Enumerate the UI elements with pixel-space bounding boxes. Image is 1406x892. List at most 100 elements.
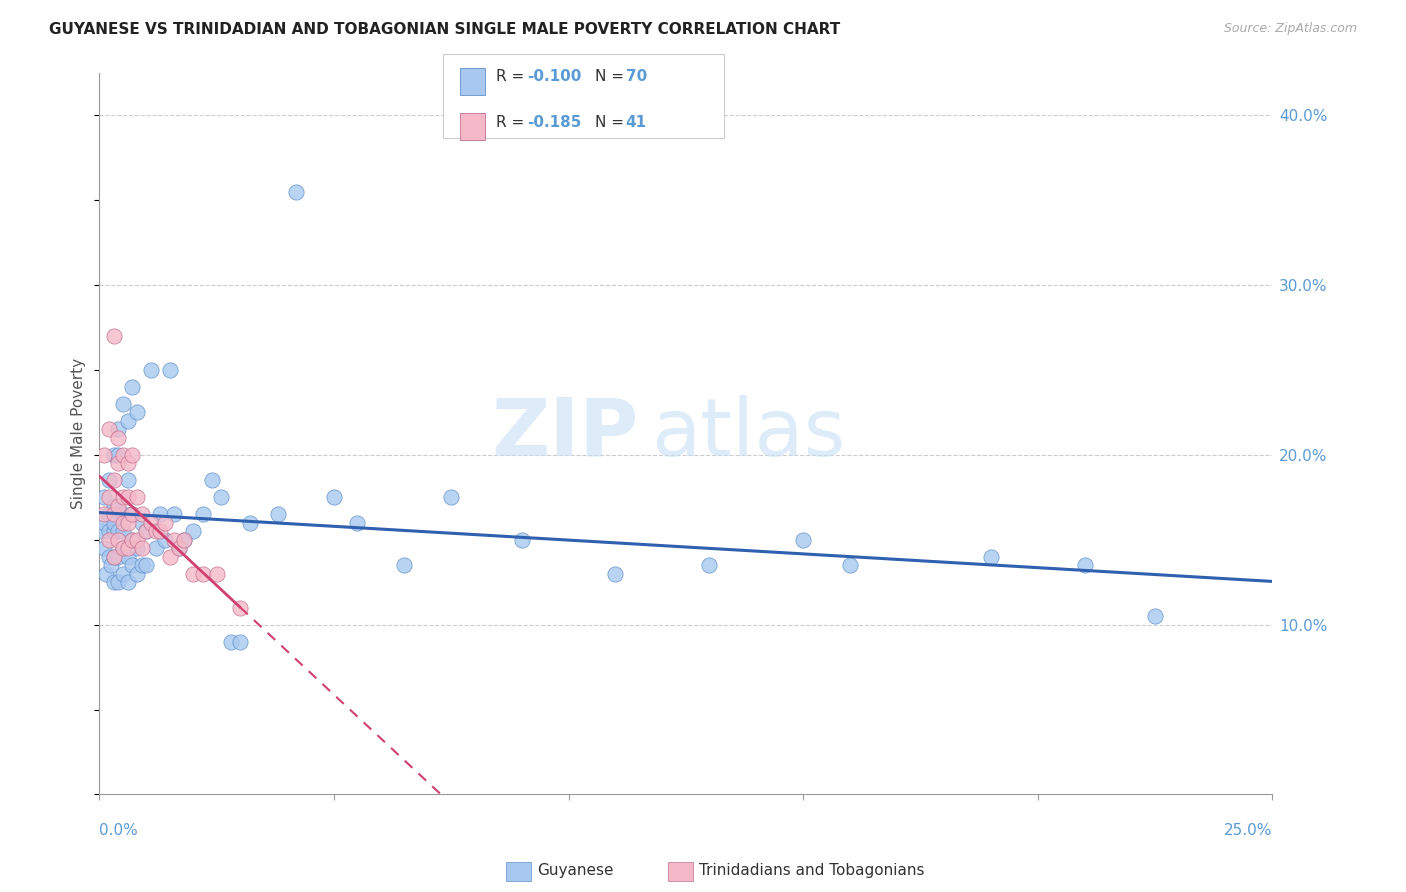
Point	[135, 524, 157, 539]
Point	[97, 533, 120, 547]
Point	[153, 516, 176, 530]
Point	[201, 474, 224, 488]
Point	[93, 491, 115, 505]
Point	[125, 566, 148, 581]
Point	[97, 549, 120, 564]
Point	[97, 524, 120, 539]
Point	[149, 508, 172, 522]
Point	[107, 448, 129, 462]
Point	[111, 491, 134, 505]
Point	[267, 508, 290, 522]
Point	[97, 474, 120, 488]
Point	[510, 533, 533, 547]
Point	[173, 533, 195, 547]
Point	[117, 549, 139, 564]
Point	[121, 380, 143, 394]
Point	[131, 541, 153, 556]
Point	[93, 541, 115, 556]
Point	[792, 533, 814, 547]
Point	[107, 422, 129, 436]
Point	[111, 508, 134, 522]
Point	[181, 524, 204, 539]
Point	[209, 491, 232, 505]
Y-axis label: Single Male Poverty: Single Male Poverty	[72, 358, 86, 509]
Point	[191, 508, 214, 522]
Point	[125, 533, 148, 547]
Point	[121, 533, 143, 547]
Point	[117, 575, 139, 590]
Point	[107, 431, 129, 445]
Point	[173, 533, 195, 547]
Point	[219, 634, 242, 648]
Point	[93, 508, 115, 522]
Point	[111, 448, 134, 462]
Point	[103, 575, 125, 590]
Point	[163, 533, 186, 547]
Point	[96, 566, 118, 581]
Text: Trinidadians and Tobagonians: Trinidadians and Tobagonians	[699, 863, 924, 878]
Point	[121, 558, 143, 573]
Point	[111, 516, 134, 530]
Point	[107, 456, 129, 470]
Text: atlas: atlas	[651, 394, 845, 473]
Point	[90, 524, 112, 539]
Point	[117, 474, 139, 488]
Text: N =: N =	[595, 70, 628, 84]
Text: Guyanese: Guyanese	[537, 863, 613, 878]
Point	[107, 549, 129, 564]
Point	[191, 566, 214, 581]
Point	[103, 549, 125, 564]
Point	[117, 456, 139, 470]
Point	[111, 524, 134, 539]
Point	[131, 558, 153, 573]
Point	[117, 491, 139, 505]
Point	[346, 516, 368, 530]
Point	[103, 524, 125, 539]
Point	[1073, 558, 1095, 573]
Text: 70: 70	[626, 70, 647, 84]
Point	[323, 491, 346, 505]
Point	[117, 541, 139, 556]
Point	[139, 363, 162, 377]
Point	[117, 516, 139, 530]
Point	[103, 474, 125, 488]
Point	[159, 363, 181, 377]
Point	[97, 508, 120, 522]
Point	[125, 405, 148, 419]
Point	[440, 491, 463, 505]
Point	[111, 397, 134, 411]
Point	[103, 329, 125, 343]
Point	[103, 448, 125, 462]
Point	[111, 566, 134, 581]
Point	[1143, 609, 1166, 624]
Point	[149, 524, 172, 539]
Point	[135, 524, 157, 539]
Point	[117, 414, 139, 428]
Point	[125, 491, 148, 505]
Point	[111, 541, 134, 556]
Point	[97, 491, 120, 505]
Point	[121, 533, 143, 547]
Point	[605, 566, 627, 581]
Text: N =: N =	[595, 114, 628, 129]
Point	[145, 524, 167, 539]
Point	[135, 558, 157, 573]
Point	[131, 516, 153, 530]
Point	[100, 558, 122, 573]
Text: -0.185: -0.185	[527, 114, 582, 129]
Point	[103, 549, 125, 564]
Point	[839, 558, 862, 573]
Point	[145, 541, 167, 556]
Point	[107, 524, 129, 539]
Point	[107, 533, 129, 547]
Text: R =: R =	[496, 114, 530, 129]
Point	[167, 541, 190, 556]
Text: 41: 41	[626, 114, 647, 129]
Text: GUYANESE VS TRINIDADIAN AND TOBAGONIAN SINGLE MALE POVERTY CORRELATION CHART: GUYANESE VS TRINIDADIAN AND TOBAGONIAN S…	[49, 22, 841, 37]
Point	[111, 541, 134, 556]
Point	[97, 422, 120, 436]
Text: ZIP: ZIP	[492, 394, 638, 473]
Point	[93, 448, 115, 462]
Text: 0.0%: 0.0%	[100, 823, 138, 838]
Point	[103, 499, 125, 513]
